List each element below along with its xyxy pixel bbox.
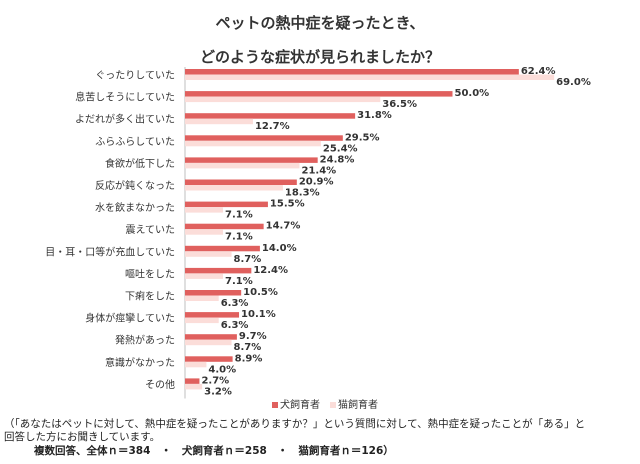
cat-value-label: 21.4%	[301, 165, 336, 176]
dog-value-label: 15.5%	[270, 199, 305, 210]
dog-bar	[185, 69, 519, 75]
category-label: 息苦しそうにしていた	[75, 91, 175, 104]
cat-value-label: 25.4%	[323, 143, 358, 154]
dog-bar	[185, 245, 260, 252]
legend-swatch-dog	[272, 402, 278, 408]
cat-bar	[185, 162, 300, 169]
cat-value-label: 7.1%	[225, 276, 253, 287]
category-label: その他	[145, 378, 175, 391]
dog-bar	[185, 179, 297, 185]
dog-value-label: 9.7%	[239, 331, 267, 342]
cat-value-label: 12.7%	[255, 121, 290, 132]
cat-bar	[185, 339, 232, 346]
dog-bar	[185, 356, 233, 362]
cat-bar	[185, 361, 207, 368]
category-label: 嘔吐をした	[125, 268, 175, 280]
cat-value-label: 36.5%	[382, 99, 417, 110]
category-label: 下痢をした	[125, 290, 175, 303]
dog-bar	[185, 113, 356, 119]
dog-bar	[185, 290, 242, 296]
cat-value-label: 8.7%	[234, 342, 262, 353]
category-label: よだれが多く出ていた	[75, 113, 175, 126]
cat-bar	[185, 383, 203, 390]
cat-bar	[185, 317, 219, 324]
cat-bar	[185, 229, 223, 235]
category-label: 水を飲まなかった	[95, 201, 175, 214]
chart-title-line-1: ペットの熱中症を疑ったとき、	[215, 14, 425, 32]
cat-bar	[185, 140, 321, 147]
legend-swatch-cat	[330, 402, 336, 408]
dog-bar	[185, 223, 264, 230]
cat-value-label: 7.1%	[225, 210, 253, 221]
cat-value-label: 4.0%	[208, 364, 236, 375]
dog-bar	[185, 157, 318, 163]
category-label: 震えていた	[126, 224, 176, 236]
dog-bar	[185, 378, 200, 384]
footnote-line-2: 回答した方にお聞きしています。	[4, 431, 161, 443]
category-label: 身体が痙攣していた	[85, 312, 175, 325]
footnote-sample-sizes: 複数回答、全体ｎ＝384 ・ 犬飼育者ｎ＝258 ・ 猫飼育者ｎ＝126）	[34, 445, 394, 457]
dog-value-label: 14.0%	[262, 243, 297, 254]
dog-value-label: 2.7%	[201, 375, 229, 386]
cat-value-label: 3.2%	[204, 386, 232, 397]
dog-value-label: 10.1%	[241, 309, 276, 320]
cat-bar	[185, 273, 223, 279]
dog-bar	[185, 91, 453, 97]
dog-value-label: 10.5%	[243, 287, 278, 298]
cat-value-label: 6.3%	[221, 298, 249, 309]
dog-bar	[185, 267, 252, 274]
dog-bar	[185, 135, 343, 141]
cat-value-label: 8.7%	[234, 254, 262, 265]
dog-bar	[185, 312, 240, 318]
cat-bar	[185, 74, 555, 80]
dog-value-label: 31.8%	[357, 110, 392, 121]
dog-bar	[185, 334, 237, 340]
footnote-line-1: （「あなたはペットに対して、熱中症を疑ったことがありますか？」という質問に対して…	[4, 418, 586, 430]
category-label: 食欲が低下した	[105, 157, 175, 170]
dog-value-label: 12.4%	[253, 265, 288, 276]
dog-value-label: 14.7%	[266, 221, 301, 232]
cat-bar	[185, 295, 219, 301]
category-label: ぐったりしていた	[95, 70, 175, 82]
cat-bar	[185, 96, 381, 103]
category-label: ふらふらしていた	[95, 136, 175, 148]
cat-value-label: 7.1%	[225, 232, 253, 243]
legend-label-cat: 猫飼育者	[338, 398, 378, 411]
category-label: 意識がなかった	[105, 356, 175, 369]
cat-bar	[185, 207, 223, 213]
dog-value-label: 29.5%	[345, 132, 380, 143]
dog-value-label: 24.8%	[320, 154, 355, 165]
category-label: 目・耳・口等が充血していた	[45, 245, 175, 258]
cat-bar	[185, 118, 253, 125]
dog-value-label: 50.0%	[455, 88, 490, 99]
cat-value-label: 18.3%	[285, 188, 320, 199]
cat-bar	[185, 251, 232, 257]
dog-value-label: 62.4%	[521, 66, 556, 77]
category-label: 反応が鈍くなった	[95, 179, 175, 192]
cat-value-label: 69.0%	[556, 77, 591, 88]
chart-title-line-2: どのような症状が見られましたか？	[199, 48, 440, 66]
dog-value-label: 20.9%	[299, 177, 334, 188]
legend-label-dog: 犬飼育者	[280, 398, 320, 411]
cat-value-label: 6.3%	[221, 320, 249, 331]
cat-bar	[185, 185, 283, 191]
category-label: 発熱があった	[115, 334, 175, 347]
dog-bar	[185, 201, 268, 208]
dog-value-label: 8.9%	[235, 353, 263, 364]
